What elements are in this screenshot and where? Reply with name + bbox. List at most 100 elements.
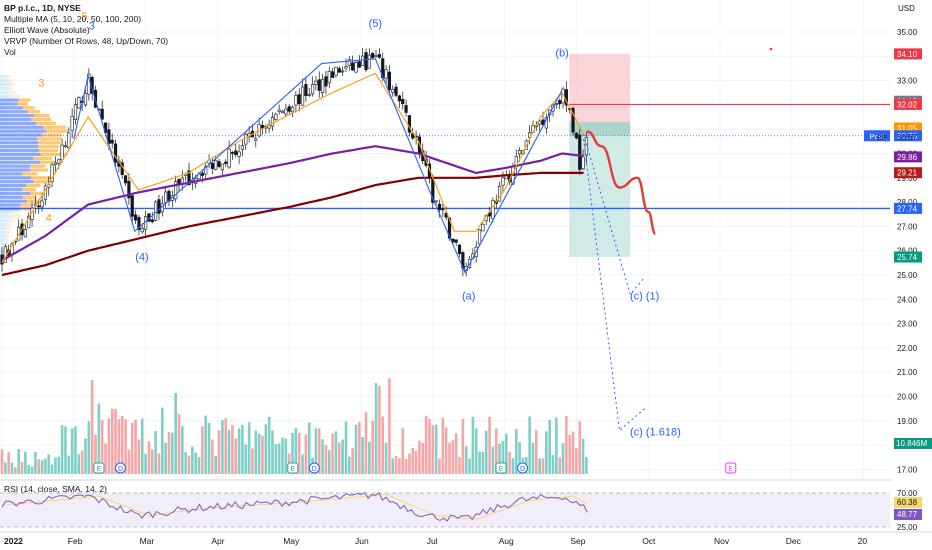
volume-bar <box>27 465 31 474</box>
volume-bar <box>304 434 308 474</box>
candle-body <box>150 219 154 223</box>
volume-bar <box>30 466 34 474</box>
candle-body <box>100 108 104 120</box>
candle-body <box>290 106 295 113</box>
volume-bar <box>514 428 518 474</box>
candle-body <box>244 134 248 145</box>
price-badge <box>894 130 922 142</box>
wave-label: (5) <box>369 18 382 30</box>
price-badge <box>894 48 922 60</box>
candle-body <box>384 69 388 79</box>
candle-body <box>397 95 402 102</box>
volume-bar <box>438 458 441 474</box>
rsi-badge <box>894 509 922 520</box>
volume-bar <box>424 415 428 474</box>
volume-bar <box>90 379 94 474</box>
vp-bar-up <box>0 211 12 215</box>
vp-bar-down <box>9 90 17 94</box>
volume-bar <box>237 428 241 474</box>
volume-bars <box>0 378 588 474</box>
volume-bar <box>117 419 121 474</box>
candle-body <box>331 71 335 78</box>
volume-bar <box>518 442 521 474</box>
price-tick-label: 17.00 <box>897 465 918 474</box>
volume-bar <box>334 431 338 474</box>
candle-body <box>361 55 365 66</box>
volume-bar <box>57 456 61 474</box>
volume-badge <box>894 438 932 449</box>
vp-bar-down <box>33 180 51 184</box>
volume-bar <box>491 446 495 474</box>
volume-bar <box>104 443 107 474</box>
volume-bar <box>504 433 508 474</box>
earnings-marker: E <box>725 462 737 474</box>
volume-bar <box>244 444 248 474</box>
vp-bar-down <box>38 145 59 149</box>
vp-bar-up <box>0 145 39 149</box>
volume-bar <box>388 378 391 474</box>
volume-bar <box>481 452 485 474</box>
vp-bar-down <box>5 234 10 238</box>
vp-bar-down <box>30 168 49 172</box>
volume-bar <box>371 420 374 474</box>
volume-bar <box>291 432 294 474</box>
candle-body <box>297 94 301 105</box>
ma-100-line <box>1 145 584 262</box>
vp-bar-up <box>0 129 47 133</box>
volume-bar <box>494 428 498 474</box>
marker-text: D <box>118 466 123 473</box>
time-axis: 2022 Feb Mar Apr May Jun Jul Aug Sep Oct Nov Dec 20 <box>0 531 932 546</box>
marker-box <box>93 462 105 474</box>
candle-body <box>300 86 305 106</box>
vp-bar-up <box>0 137 38 141</box>
indicator-elliott: Elliott Wave (Absolute) <box>4 25 90 35</box>
vp-bar-down <box>31 176 51 180</box>
price-badge <box>894 98 922 110</box>
vp-bar-down <box>8 79 13 83</box>
volume-bar <box>545 431 548 474</box>
marker-box <box>725 462 737 474</box>
volume-bar <box>401 428 405 474</box>
candle-body <box>204 166 208 175</box>
volume-bar <box>331 433 334 474</box>
candle-body <box>541 119 545 126</box>
price-badge <box>894 122 922 134</box>
candle-body <box>270 116 275 127</box>
candle-body <box>67 132 71 148</box>
price-tick-label: 26.00 <box>897 247 918 256</box>
volume-bar <box>468 458 471 474</box>
vp-bar-up <box>0 148 40 153</box>
price-axis: USD35.0034.0033.0032.0031.0030.0029.0028… <box>864 0 932 550</box>
vp-bar-down <box>40 160 55 164</box>
candle-body <box>497 186 502 202</box>
volume-bar <box>34 451 37 474</box>
vp-bar-up <box>0 226 7 230</box>
volume-bar <box>578 421 582 474</box>
candle-body <box>407 115 412 133</box>
candle-body <box>110 139 114 144</box>
vp-bar-down <box>8 86 14 90</box>
vp-bar-down <box>30 191 44 195</box>
candle-body <box>220 163 225 171</box>
candle-body <box>574 132 578 139</box>
volume-bar <box>535 430 538 474</box>
volume-bar <box>130 422 134 474</box>
marker-text: D <box>520 466 525 473</box>
candle-body <box>164 191 168 203</box>
vp-bar-down <box>26 183 41 188</box>
vp-bar-up <box>0 195 23 199</box>
vp-bar-up <box>0 172 23 176</box>
indicator-vol: Vol <box>4 47 16 57</box>
wave-label: (b) <box>555 47 568 59</box>
rsi-band <box>0 493 890 527</box>
price-badge-text: 27.74 <box>897 204 918 213</box>
volume-bar <box>281 437 284 474</box>
candle-body <box>227 148 231 168</box>
time-tick-label: Nov <box>714 536 730 546</box>
candle-body <box>137 217 141 230</box>
candle-body <box>217 161 221 167</box>
vp-bar-up <box>0 164 31 168</box>
volume-bar <box>17 449 20 474</box>
volume-bar <box>67 455 71 474</box>
